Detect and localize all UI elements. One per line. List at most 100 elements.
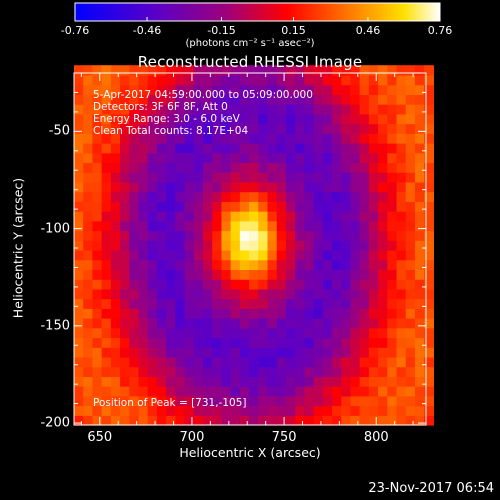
heatmap-cell	[387, 356, 398, 368]
heatmap-cell	[203, 133, 213, 144]
heatmap-cell	[304, 376, 315, 387]
heatmap-cell	[120, 298, 130, 309]
heatmap-cell	[120, 123, 130, 134]
heatmap-cell	[74, 240, 84, 251]
heatmap-cell	[184, 259, 195, 271]
heatmap-cell	[295, 220, 305, 232]
heatmap-cell	[405, 133, 416, 144]
heatmap-cell	[258, 220, 269, 232]
heatmap-cell	[368, 191, 379, 202]
heatmap-cell	[249, 366, 259, 377]
heatmap-cell	[424, 94, 434, 105]
heatmap-cell	[175, 415, 186, 426]
heatmap-cell	[304, 152, 315, 164]
heatmap-cell	[285, 259, 296, 271]
heatmap-cell	[239, 327, 250, 339]
heatmap-cell	[74, 104, 84, 115]
heatmap-cell	[184, 279, 195, 290]
heatmap-cell	[378, 74, 388, 86]
heatmap-cell	[424, 104, 434, 115]
heatmap-cell	[101, 356, 112, 368]
heatmap-cell	[295, 230, 305, 241]
heatmap-cell	[175, 347, 186, 358]
heatmap-cell	[212, 74, 223, 86]
heatmap-cell	[313, 366, 324, 377]
heatmap-cell	[387, 376, 398, 387]
annotation-total-counts: Clean Total counts: 8.17E+04	[93, 125, 249, 137]
heatmap-cell	[203, 356, 213, 368]
heatmap-cell	[184, 94, 195, 105]
heatmap-cell	[110, 181, 121, 193]
heatmap-cell	[101, 172, 112, 183]
heatmap-cell	[313, 288, 324, 300]
heatmap-cell	[304, 94, 315, 105]
heatmap-cell	[322, 337, 333, 348]
heatmap-cell	[249, 405, 259, 416]
heatmap-cell	[184, 123, 195, 134]
heatmap-cell	[166, 279, 176, 290]
heatmap-cell	[138, 113, 149, 125]
heatmap-cell	[92, 133, 103, 144]
timestamp: 23-Nov-2017 06:54	[368, 481, 494, 496]
heatmap-cell	[92, 288, 103, 300]
heatmap-cell	[267, 201, 278, 212]
heatmap-cell	[239, 386, 250, 397]
heatmap-cell	[193, 288, 204, 300]
heatmap-cell	[350, 356, 361, 368]
heatmap-cell	[350, 201, 361, 212]
heatmap-cell	[313, 405, 324, 416]
heatmap-cell	[285, 123, 296, 134]
heatmap-cell	[175, 376, 186, 387]
heatmap-cell	[193, 84, 204, 95]
heatmap-cell	[304, 230, 315, 241]
heatmap-cell	[368, 181, 379, 193]
heatmap-cell	[405, 415, 416, 426]
heatmap-cell	[424, 269, 434, 280]
heatmap-cell	[267, 133, 278, 144]
heatmap-cell	[341, 259, 352, 271]
heatmap-cell	[120, 327, 130, 339]
heatmap-cell	[304, 191, 315, 202]
y-tick-label: -50	[48, 123, 70, 139]
heatmap-cell	[101, 259, 112, 271]
heatmap-cell	[304, 405, 315, 416]
heatmap-cell	[295, 259, 305, 271]
heatmap-cell	[83, 395, 94, 407]
heatmap-cell	[175, 74, 186, 86]
heatmap-cell	[74, 113, 84, 125]
heatmap-cell	[359, 94, 370, 105]
colorbar-tick-labels: -0.76 -0.46 -0.15 0.15 0.46 0.76	[0, 24, 500, 38]
heatmap-cell	[378, 376, 388, 387]
heatmap-cell	[313, 279, 324, 290]
heatmap-cell	[276, 298, 287, 309]
heatmap-cell	[184, 104, 195, 115]
heatmap-cell	[414, 298, 425, 309]
heatmap-cell	[249, 395, 259, 407]
heatmap-cell	[368, 298, 379, 309]
heatmap-cell	[276, 415, 287, 426]
heatmap-cell	[332, 94, 342, 105]
heatmap-cell	[322, 211, 333, 222]
heatmap-cell	[138, 366, 149, 377]
heatmap-cell	[221, 366, 232, 377]
heatmap-cell	[92, 113, 103, 125]
heatmap-cell	[184, 366, 195, 377]
heatmap-cell	[267, 220, 278, 232]
heatmap-cell	[147, 104, 158, 115]
heatmap-cell	[193, 318, 204, 329]
heatmap-cell	[249, 230, 259, 241]
heatmap-cell	[230, 240, 241, 251]
heatmap-cell	[295, 191, 305, 202]
heatmap-cell	[332, 386, 342, 397]
heatmap-cell	[92, 337, 103, 348]
heatmap-cell	[368, 259, 379, 271]
heatmap-cell	[378, 356, 388, 368]
heatmap-cell	[295, 395, 305, 407]
heatmap-cell	[276, 133, 287, 144]
heatmap-cell	[110, 327, 121, 339]
heatmap-cell	[239, 172, 250, 183]
heatmap-cell	[387, 162, 398, 173]
heatmap-cell	[230, 405, 241, 416]
heatmap-cell	[332, 65, 342, 76]
heatmap-cell	[193, 162, 204, 173]
